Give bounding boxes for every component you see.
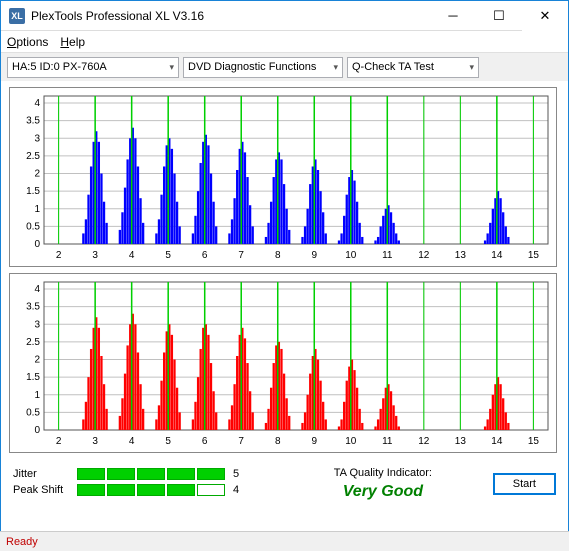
svg-text:0: 0 <box>34 239 40 250</box>
indicator-box <box>137 484 165 496</box>
test-combo-value: Q-Check TA Test <box>352 61 434 73</box>
jitter-chart-bottom: 0 0.5 1 1.5 2 2.5 3 3.5 4 2 3 4 5 6 7 8 9 10 11 12 13 14 15 <box>9 273 557 453</box>
device-combo-value: HA:5 ID:0 PX-760A <box>12 61 107 73</box>
quality-block: TA Quality Indicator: Very Good <box>281 467 485 501</box>
app-icon: XL <box>9 8 25 24</box>
peakshift-indicator <box>77 484 225 496</box>
svg-text:1.5: 1.5 <box>26 186 40 197</box>
svg-text:6: 6 <box>202 250 208 261</box>
indicator-box <box>137 468 165 480</box>
svg-text:4: 4 <box>129 436 135 447</box>
function-combo-value: DVD Diagnostic Functions <box>188 61 316 73</box>
chevron-down-icon: ▾ <box>169 62 174 73</box>
indicator-box <box>107 484 135 496</box>
function-combo[interactable]: DVD Diagnostic Functions ▾ <box>183 57 343 78</box>
svg-text:6: 6 <box>202 436 208 447</box>
indicator-box <box>167 484 195 496</box>
toolbar: HA:5 ID:0 PX-760A ▾ DVD Diagnostic Funct… <box>1 53 568 81</box>
svg-text:3: 3 <box>34 319 40 330</box>
close-button[interactable]: ✕ <box>522 1 568 31</box>
jitter-chart-top: 0 0.5 1 1.5 2 2.5 3 3.5 4 2 3 4 5 6 7 8 9 10 11 12 13 14 15 <box>9 87 557 267</box>
svg-text:2: 2 <box>56 250 62 261</box>
svg-text:12: 12 <box>418 250 430 261</box>
indicator-box <box>77 484 105 496</box>
svg-text:13: 13 <box>455 250 467 261</box>
svg-text:8: 8 <box>275 250 281 261</box>
svg-text:10: 10 <box>345 436 357 447</box>
svg-text:3: 3 <box>92 250 98 261</box>
svg-text:9: 9 <box>311 250 317 261</box>
status-bar: Ready <box>0 531 569 551</box>
svg-text:13: 13 <box>455 436 467 447</box>
peakshift-row: Peak Shift 4 <box>13 484 273 496</box>
indicator-box <box>197 468 225 480</box>
jitter-row: Jitter 5 <box>13 468 273 480</box>
bottom-panel: Jitter 5 Peak Shift 4 TA Quality Indicat… <box>1 461 568 505</box>
indicator-box <box>167 468 195 480</box>
svg-text:0.5: 0.5 <box>26 221 40 232</box>
menu-bar: Options Help <box>1 31 568 53</box>
charts-area: 00.511.522.533.5423456789101112131415 00… <box>1 81 568 461</box>
svg-text:5: 5 <box>165 436 171 447</box>
indicator-box <box>107 468 135 480</box>
indicator-box <box>197 484 225 496</box>
menu-options[interactable]: Options <box>7 35 48 49</box>
svg-text:8: 8 <box>275 436 281 447</box>
svg-text:3.5: 3.5 <box>26 302 40 313</box>
svg-text:1: 1 <box>34 390 40 401</box>
svg-text:14: 14 <box>491 250 503 261</box>
window-titlebar: XL PlexTools Professional XL V3.16 ─ ☐ ✕ <box>1 1 568 31</box>
svg-text:11: 11 <box>382 250 393 261</box>
svg-text:0.5: 0.5 <box>26 407 40 418</box>
chevron-down-icon: ▾ <box>333 62 338 73</box>
indicator-box <box>77 468 105 480</box>
quality-value: Very Good <box>281 483 485 501</box>
svg-text:1: 1 <box>34 204 40 215</box>
start-button[interactable]: Start <box>493 473 556 495</box>
menu-help[interactable]: Help <box>60 35 85 49</box>
svg-text:15: 15 <box>528 436 540 447</box>
svg-text:7: 7 <box>238 250 244 261</box>
svg-text:2.5: 2.5 <box>26 337 40 348</box>
svg-text:2: 2 <box>34 355 40 366</box>
window-title: PlexTools Professional XL V3.16 <box>31 9 430 23</box>
svg-text:12: 12 <box>418 436 430 447</box>
svg-text:5: 5 <box>165 250 171 261</box>
svg-text:10: 10 <box>345 250 357 261</box>
status-text: Ready <box>6 536 38 548</box>
quality-label: TA Quality Indicator: <box>281 467 485 479</box>
peakshift-value: 4 <box>233 484 239 496</box>
svg-text:4: 4 <box>34 98 40 109</box>
metrics-block: Jitter 5 Peak Shift 4 <box>13 468 273 500</box>
jitter-label: Jitter <box>13 468 77 480</box>
svg-text:2: 2 <box>34 169 40 180</box>
svg-text:9: 9 <box>311 436 317 447</box>
svg-text:3.5: 3.5 <box>26 116 40 127</box>
jitter-value: 5 <box>233 468 239 480</box>
minimize-button[interactable]: ─ <box>430 1 476 31</box>
chevron-down-icon: ▾ <box>469 62 474 73</box>
peakshift-label: Peak Shift <box>13 484 77 496</box>
svg-text:15: 15 <box>528 250 540 261</box>
svg-text:7: 7 <box>238 436 244 447</box>
svg-text:4: 4 <box>129 250 135 261</box>
svg-text:11: 11 <box>382 436 393 447</box>
svg-text:2.5: 2.5 <box>26 151 40 162</box>
svg-text:4: 4 <box>34 284 40 295</box>
device-combo[interactable]: HA:5 ID:0 PX-760A ▾ <box>7 57 179 78</box>
maximize-button[interactable]: ☐ <box>476 1 522 31</box>
svg-text:0: 0 <box>34 425 40 436</box>
svg-text:2: 2 <box>56 436 62 447</box>
jitter-indicator <box>77 468 225 480</box>
svg-text:3: 3 <box>34 133 40 144</box>
svg-text:1.5: 1.5 <box>26 372 40 383</box>
svg-text:14: 14 <box>491 436 503 447</box>
svg-text:3: 3 <box>92 436 98 447</box>
test-combo[interactable]: Q-Check TA Test ▾ <box>347 57 479 78</box>
